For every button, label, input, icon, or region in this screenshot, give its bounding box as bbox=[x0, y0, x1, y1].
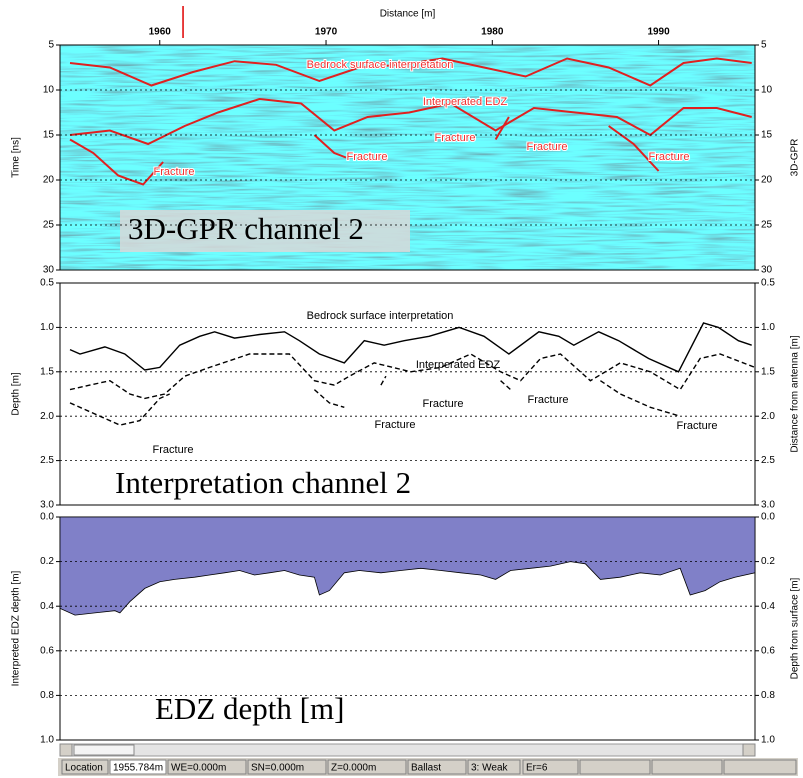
y-tick-label: 2.5 bbox=[40, 455, 54, 466]
annotation: Fracture bbox=[153, 444, 194, 456]
y-tick-label: 2.0 bbox=[40, 411, 54, 422]
annotation: Fracture bbox=[677, 420, 718, 432]
status-text: Ballast bbox=[411, 763, 441, 774]
y2-tick-label: 0.8 bbox=[761, 690, 775, 701]
status-text: 1955.784m bbox=[113, 763, 163, 774]
panel-frame bbox=[59, 282, 756, 506]
status-cell bbox=[167, 759, 247, 775]
y2-tick-label: 1.0 bbox=[761, 735, 775, 746]
y-tick-label: 20 bbox=[43, 175, 55, 186]
scroll-left[interactable] bbox=[59, 743, 73, 757]
y2-tick-label: 0.5 bbox=[761, 278, 775, 289]
y2-tick-label: 15 bbox=[761, 130, 773, 141]
y2-tick-label: 30 bbox=[761, 265, 773, 276]
y-tick-label: 0.0 bbox=[40, 512, 54, 523]
status-text: Location bbox=[65, 763, 103, 774]
x-axis-label: Distance [m] bbox=[380, 9, 436, 20]
area bbox=[59, 516, 756, 616]
annotation: Fracture bbox=[528, 394, 569, 406]
status-cell bbox=[109, 759, 167, 775]
y-tick-label: 1.0 bbox=[40, 735, 54, 746]
y-axis-label: Depth [m] bbox=[11, 372, 22, 416]
x-tick-label: 1970 bbox=[315, 27, 338, 38]
annotation: Fracture bbox=[527, 141, 568, 153]
y-tick-label: 3.0 bbox=[40, 500, 54, 511]
scroll-track[interactable] bbox=[59, 743, 756, 757]
y2-tick-label: 0.0 bbox=[761, 512, 775, 523]
x-tick-label: 1980 bbox=[481, 27, 504, 38]
x-tick-label: 1990 bbox=[647, 27, 670, 38]
status-cell bbox=[247, 759, 327, 775]
series-line bbox=[69, 353, 756, 400]
annotation: Fracture bbox=[435, 132, 476, 144]
status-cell bbox=[407, 759, 467, 775]
y2-axis-label: 3D-GPR bbox=[790, 139, 801, 177]
y-axis-label: Interpreted EDZ depth [m] bbox=[11, 570, 22, 686]
y-tick-label: 30 bbox=[43, 265, 55, 276]
label-box bbox=[120, 210, 410, 252]
y2-tick-label: 1.5 bbox=[761, 366, 775, 377]
status-cell bbox=[467, 759, 521, 775]
scroll-right[interactable] bbox=[742, 743, 756, 757]
status-cell bbox=[327, 759, 407, 775]
y2-tick-label: 25 bbox=[761, 220, 773, 231]
annotation: Fracture bbox=[154, 166, 195, 178]
status-cell bbox=[723, 759, 797, 775]
y2-axis-label: Depth from surface [m] bbox=[790, 577, 801, 679]
y-tick-label: 1.5 bbox=[40, 366, 54, 377]
scroll-thumb[interactable] bbox=[73, 744, 135, 756]
annotation: Fracture bbox=[375, 419, 416, 431]
panel-frame bbox=[59, 44, 756, 271]
y2-tick-label: 1.0 bbox=[761, 322, 775, 333]
y2-tick-label: 0.2 bbox=[761, 556, 775, 567]
y-tick-label: 0.6 bbox=[40, 645, 54, 656]
status-cell bbox=[651, 759, 723, 775]
status-cell bbox=[579, 759, 651, 775]
y2-tick-label: 0.6 bbox=[761, 645, 775, 656]
status-text: Er=6 bbox=[526, 763, 548, 774]
series-line bbox=[69, 57, 752, 87]
y2-axis-label: Distance from antenna [m] bbox=[790, 335, 801, 452]
status-text: WE=0.000m bbox=[171, 763, 226, 774]
y2-tick-label: 10 bbox=[761, 85, 773, 96]
annotation: Interperated EDZ bbox=[423, 96, 508, 108]
y-tick-label: 0.5 bbox=[40, 278, 54, 289]
series-line bbox=[69, 375, 681, 426]
panel-label: Interpretation channel 2 bbox=[115, 465, 411, 500]
annotation: Fracture bbox=[423, 398, 464, 410]
y-tick-label: 15 bbox=[43, 130, 55, 141]
y-tick-label: 1.0 bbox=[40, 322, 54, 333]
status-text: SN=0.000m bbox=[251, 763, 304, 774]
y-tick-label: 0.2 bbox=[40, 556, 54, 567]
panel-label: 3D-GPR channel 2 bbox=[128, 211, 364, 246]
y-tick-label: 25 bbox=[43, 220, 55, 231]
status-cell bbox=[61, 759, 109, 775]
series-line bbox=[69, 322, 752, 373]
status-cell bbox=[522, 759, 579, 775]
y-axis-label: Time [ns] bbox=[11, 137, 22, 178]
y2-tick-label: 3.0 bbox=[761, 500, 775, 511]
y2-tick-label: 2.5 bbox=[761, 455, 775, 466]
y-tick-label: 5 bbox=[48, 40, 54, 51]
annotation: Fracture bbox=[347, 151, 388, 163]
annotation: Fracture bbox=[649, 151, 690, 163]
y-tick-label: 10 bbox=[43, 85, 55, 96]
y2-tick-label: 2.0 bbox=[761, 411, 775, 422]
y-tick-label: 0.4 bbox=[40, 601, 54, 612]
y2-tick-label: 20 bbox=[761, 175, 773, 186]
annotation: Bedrock surface interpretation bbox=[307, 59, 454, 71]
annotation: Interperated EDZ bbox=[416, 359, 501, 371]
y2-tick-label: 5 bbox=[761, 40, 767, 51]
status-text: 3: Weak bbox=[471, 763, 508, 774]
series-line bbox=[69, 116, 660, 186]
annotation: Bedrock surface interpretation bbox=[307, 310, 454, 322]
y2-tick-label: 0.4 bbox=[761, 601, 775, 612]
x-tick-label: 1960 bbox=[149, 27, 172, 38]
panel-label: EDZ depth [m] bbox=[155, 691, 344, 726]
status-text: Z=0.000m bbox=[331, 763, 376, 774]
y-tick-label: 0.8 bbox=[40, 690, 54, 701]
scrollbar[interactable] bbox=[59, 743, 756, 757]
